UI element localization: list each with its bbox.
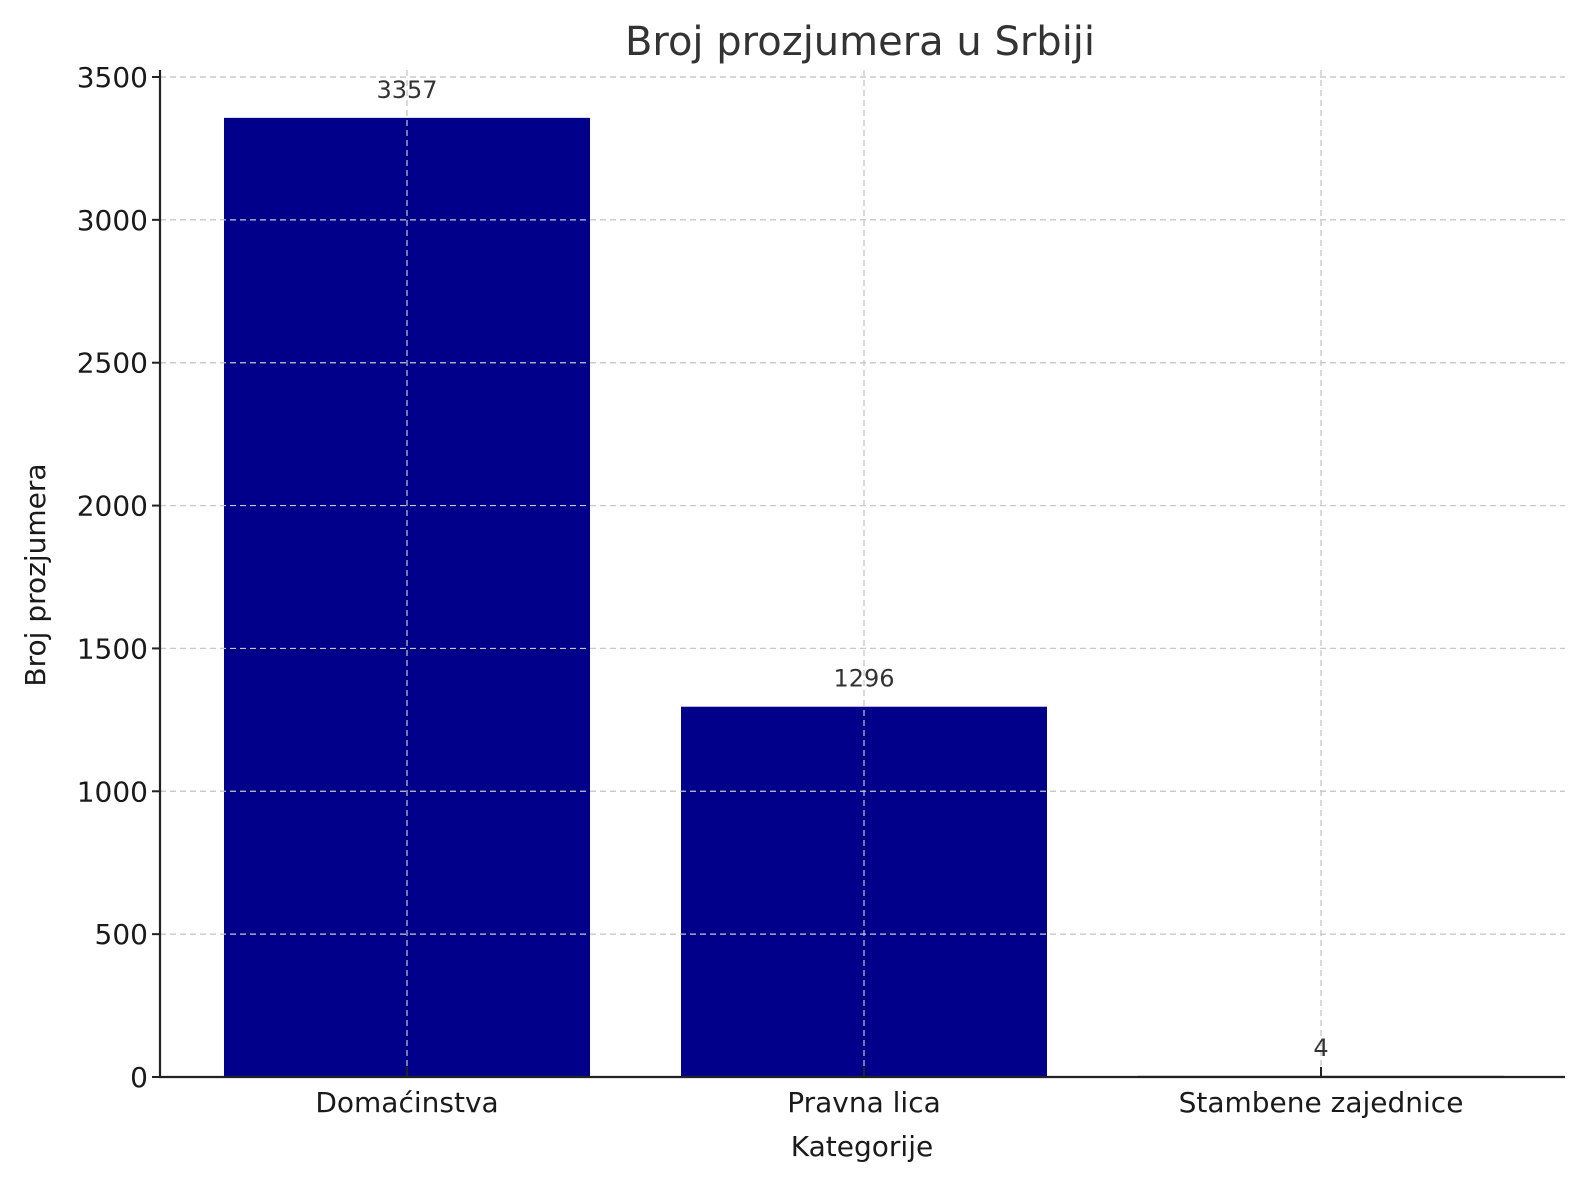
grid-overlay (160, 70, 1565, 1078)
y-tick-label: 0 (130, 1061, 148, 1094)
y-tick-label: 3000 (77, 204, 148, 237)
chart-title: Broj prozjumera u Srbiji (625, 19, 1095, 65)
y-tick-label: 2000 (77, 490, 148, 523)
y-tick-label: 500 (95, 918, 148, 951)
axes (158, 70, 1565, 1079)
y-ticks: 0 500 1000 1500 2000 2500 3000 3500 (77, 61, 160, 1094)
bars (160, 70, 1565, 1078)
y-tick-label: 1000 (77, 775, 148, 808)
data-labels: 3357 1296 4 (376, 76, 1328, 1062)
y-tick-label: 3500 (77, 61, 148, 94)
x-tick-label: Domaćinstva (315, 1086, 498, 1119)
x-axis-label: Kategorije (791, 1130, 933, 1163)
bar-value-label: 3357 (376, 76, 437, 104)
x-tick-label: Pravna lica (787, 1086, 941, 1119)
x-tick-label: Stambene zajednice (1179, 1086, 1464, 1119)
y-tick-label: 2500 (77, 347, 148, 380)
bar-value-label: 4 (1313, 1034, 1328, 1062)
y-tick-label: 1500 (77, 632, 148, 665)
x-ticks: Domaćinstva Pravna lica Stambene zajednice (315, 1067, 1463, 1119)
y-axis-label: Broj prozjumera (19, 463, 52, 686)
bar (224, 117, 590, 1078)
bar-value-label: 1296 (833, 665, 894, 693)
